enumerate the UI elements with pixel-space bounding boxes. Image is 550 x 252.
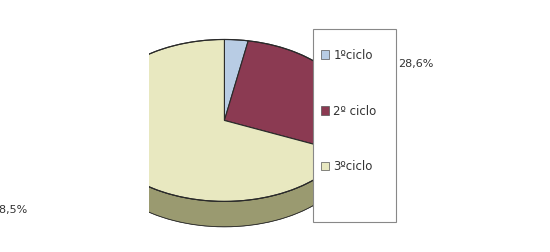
Polygon shape (224, 40, 248, 121)
Polygon shape (93, 122, 345, 227)
Polygon shape (224, 42, 356, 153)
Polygon shape (93, 40, 345, 202)
Text: 3ºciclo: 3ºciclo (333, 160, 372, 173)
Polygon shape (345, 121, 356, 178)
Bar (321, 106, 329, 115)
Text: 68,5%: 68,5% (0, 205, 27, 215)
Bar (321, 162, 329, 171)
Text: 2º ciclo: 2º ciclo (333, 104, 376, 117)
Ellipse shape (93, 66, 356, 227)
Text: 1ºciclo: 1ºciclo (333, 49, 373, 62)
FancyBboxPatch shape (313, 30, 397, 222)
Polygon shape (224, 121, 345, 178)
Text: 28,6%: 28,6% (399, 59, 434, 69)
Bar (321, 51, 329, 60)
